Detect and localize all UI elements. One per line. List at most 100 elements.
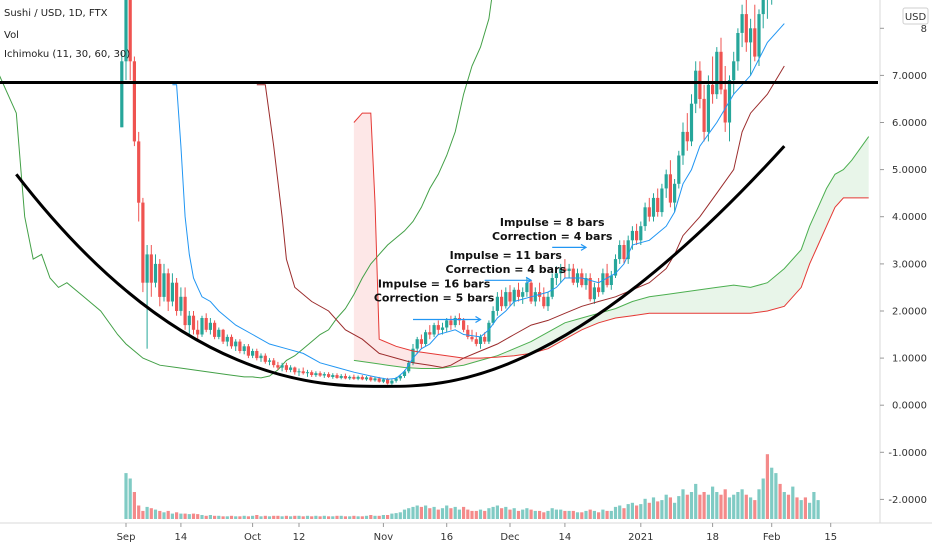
time-tick-label: 15 <box>824 532 837 543</box>
time-tick-label: 2021 <box>628 532 653 543</box>
candle-body <box>529 282 533 302</box>
candle-body <box>166 273 170 302</box>
candle-body <box>331 375 335 377</box>
vol-legend[interactable]: Vol <box>4 30 19 41</box>
volume-bar <box>740 489 744 519</box>
volume-bar <box>175 512 179 520</box>
volume-bar <box>327 516 331 519</box>
volume-bar <box>643 498 647 520</box>
candle-body <box>204 318 208 330</box>
volume-bar <box>719 494 723 519</box>
time-tick-label: Dec <box>500 532 519 543</box>
volume-bar <box>491 506 495 519</box>
volume-bar <box>715 492 719 519</box>
volume-bar <box>639 504 643 519</box>
candle-body <box>673 183 677 203</box>
candle-body <box>647 207 651 217</box>
candle-body <box>512 289 516 302</box>
volume-bar <box>706 494 710 519</box>
currency-badge[interactable] <box>902 7 929 25</box>
volume-bar <box>200 515 204 519</box>
volume-bar <box>521 509 525 519</box>
time-axis-panel[interactable] <box>0 523 932 550</box>
volume-bar <box>605 510 609 519</box>
volume-bar <box>381 515 385 519</box>
volume-bar <box>238 516 242 519</box>
candle-body <box>217 329 221 337</box>
volume-bar <box>335 515 339 519</box>
volume-bar <box>145 506 149 519</box>
candle-body <box>694 70 698 104</box>
volume-bar <box>483 510 487 519</box>
ichimoku-legend[interactable]: Ichimoku (11, 30, 60, 30) <box>4 49 130 60</box>
annotation-correction-label: Correction = 5 bars <box>374 291 495 304</box>
volume-bar <box>647 502 651 519</box>
volume-bar <box>137 505 141 519</box>
volume-bar <box>727 497 732 519</box>
volume-bar <box>166 510 170 519</box>
candle-body <box>516 289 521 297</box>
candle-body <box>208 322 212 330</box>
volume-bar <box>529 509 533 519</box>
price-tick-label: 1.0000 <box>892 354 927 365</box>
price-tick-label: 7.0000 <box>892 71 927 82</box>
volume-bar <box>356 516 360 519</box>
candle-body <box>677 155 681 184</box>
volume-bar <box>765 454 769 519</box>
time-tick-label: Oct <box>244 532 261 543</box>
candle-body <box>757 14 761 57</box>
price-axis-panel[interactable] <box>880 0 932 523</box>
price-tick-label: 4.0000 <box>892 212 927 223</box>
candle-body <box>407 362 411 372</box>
candle-body <box>740 14 744 33</box>
volume-bar <box>723 489 727 519</box>
volume-bar <box>217 515 221 519</box>
volume-bar <box>457 509 461 519</box>
candle-body <box>651 197 656 217</box>
candle-body <box>681 131 685 156</box>
volume-bar <box>246 516 250 519</box>
candle-body <box>542 296 546 307</box>
volume-bar <box>419 506 423 519</box>
volume-bar <box>500 508 504 519</box>
volume-bar <box>424 505 428 519</box>
candle-body <box>322 374 326 376</box>
candle-body <box>736 33 740 62</box>
symbol-title[interactable]: Sushi / USD, 1D, FTX <box>4 8 108 19</box>
volume-bar <box>449 508 453 519</box>
volume-bar <box>622 508 626 519</box>
volume-bar <box>630 502 634 519</box>
candle-body <box>495 296 499 311</box>
candle-body <box>605 273 609 286</box>
candles <box>120 0 773 385</box>
candle-body <box>592 287 596 300</box>
volume-bar <box>580 512 584 520</box>
volume-bar <box>770 467 774 519</box>
volume-bar <box>677 496 681 519</box>
volume-bar <box>635 505 639 519</box>
volume-bar <box>466 509 470 519</box>
annotation-impulse-label: Impulse = 8 bars <box>500 216 605 229</box>
time-tick-label: 14 <box>175 532 188 543</box>
time-tick-label: Sep <box>117 532 136 543</box>
candle-body <box>335 375 339 378</box>
candle-body <box>293 367 297 373</box>
candle-body <box>314 373 318 376</box>
candle-body <box>221 329 225 342</box>
span-b-line <box>353 112 869 359</box>
candle-body <box>149 254 153 283</box>
volume-bar <box>242 515 246 519</box>
volume-bar <box>487 508 491 519</box>
volume-bar <box>601 509 605 519</box>
volume-bar <box>516 510 521 519</box>
volume-bar <box>394 513 398 519</box>
candle-body <box>466 329 470 337</box>
annotation-correction-label: Correction = 4 bars <box>492 230 613 243</box>
volume-bar <box>474 510 478 519</box>
volume-bar <box>542 512 546 520</box>
candle-body <box>491 311 495 323</box>
volume-bar <box>191 513 196 519</box>
candle-body <box>563 268 567 271</box>
candle-body <box>191 315 196 330</box>
